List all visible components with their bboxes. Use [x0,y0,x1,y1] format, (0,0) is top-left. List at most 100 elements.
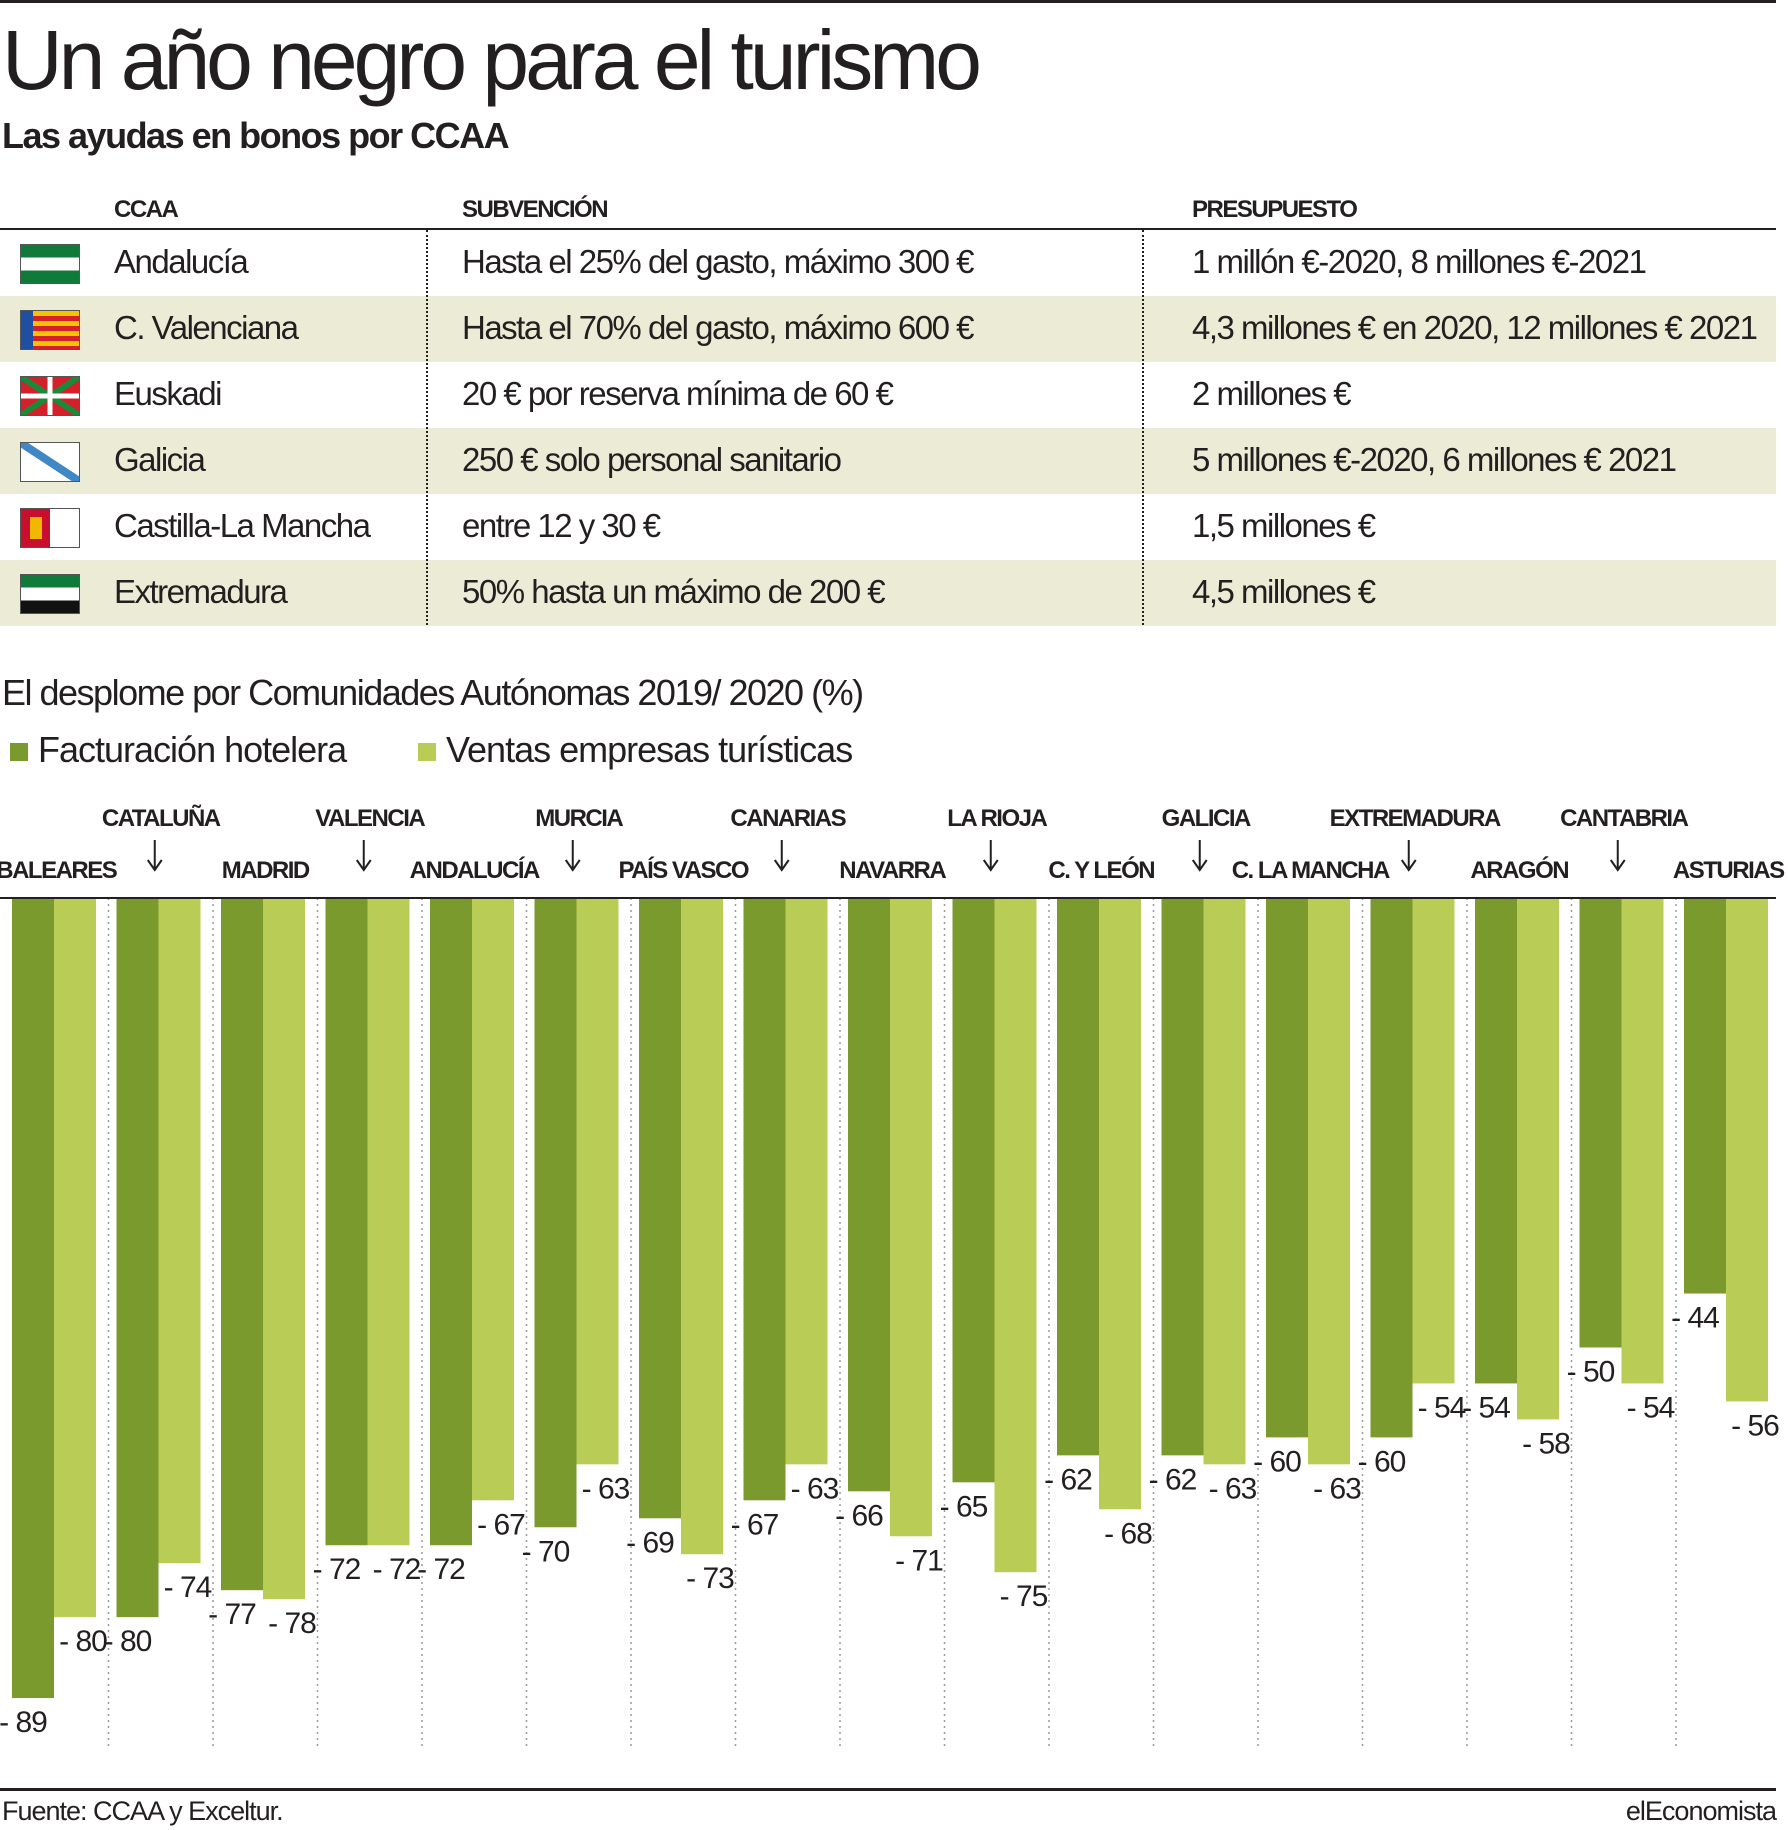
cell-subvencion: 250 € solo personal sanitario [462,441,842,478]
bar [1203,898,1246,1465]
data-label: - 72 [373,1553,421,1586]
column-header-presupuesto: PRESUPUESTO [1192,196,1358,223]
legend-label: Ventas empresas turísticas [446,729,853,770]
bar [952,898,995,1483]
data-label: - 74 [164,1571,212,1604]
category-label: NAVARRA [839,857,946,884]
bar [367,898,410,1546]
data-label: - 78 [268,1607,316,1640]
table-row: Castilla-La Mancha entre 12 y 30 € 1,5 m… [0,494,1776,560]
category-label: C. LA MANCHA [1232,857,1390,884]
cell-subvencion: 20 € por reserva mínima de 60 € [462,375,894,412]
cell-presupuesto: 5 millones €-2020, 6 millones € 2021 [1192,441,1677,478]
data-label: - 56 [1731,1409,1779,1442]
bar [1266,898,1308,1438]
cell-ccaa: Extremadura [114,573,288,610]
cell-ccaa: C. Valenciana [114,309,299,346]
data-label: - 50 [1567,1355,1615,1388]
data-label: - 63 [1313,1472,1361,1505]
data-label: - 67 [477,1508,525,1541]
column-header-subvencion: SUBVENCIÓN [462,196,609,223]
bar [1161,898,1204,1456]
data-label: - 54 [1418,1391,1466,1424]
data-label: - 63 [791,1472,839,1505]
bar [576,898,619,1465]
cell-ccaa: Galicia [114,441,206,478]
data-label: - 54 [1462,1391,1510,1424]
bar [1621,898,1664,1384]
arrow-head-icon [773,859,790,872]
bar [681,898,723,1555]
data-label: - 44 [1671,1302,1719,1335]
arrow-head-icon [146,859,163,872]
category-label: CANARIAS [730,805,846,832]
bar [54,898,96,1618]
bar [890,898,932,1537]
bar [743,898,786,1501]
category-label: C. Y LEÓN [1048,856,1154,884]
category-label: EXTREMADURA [1330,805,1501,832]
page-title: Un año negro para el turismo [2,13,982,107]
data-label: - 54 [1627,1391,1675,1424]
legend-label: Facturación hotelera [38,729,347,770]
aid-table: CCAA SUBVENCIÓN PRESUPUESTO Andalucía Ha… [0,190,1776,630]
arrow-head-icon [1609,859,1626,872]
category-label: LA RIOJA [947,805,1047,832]
data-label: - 72 [417,1553,465,1586]
arrow-head-icon [564,859,581,872]
legend-item-hotel: Facturación hotelera [10,729,347,770]
category-label: GALICIA [1162,805,1251,832]
bar [994,898,1037,1573]
data-label: - 62 [1044,1463,1092,1496]
bar-chart: BALEARES - 89 - 80 CATALUÑA - 80 - 74 MADRID - … [0,804,1787,1750]
castilla-la-mancha-flag-icon [20,508,80,548]
data-label: - 63 [582,1472,630,1505]
arrow-head-icon [355,859,372,872]
table-row: Andalucía Hasta el 25% del gasto, máximo… [0,230,1776,296]
bar [430,898,472,1546]
category-label: ARAGÓN [1470,856,1568,884]
data-label: - 73 [686,1562,734,1595]
bar [639,898,681,1519]
cell-subvencion: 50% hasta un máximo de 200 € [462,573,886,610]
bar [1308,898,1350,1465]
legend-swatch [418,743,436,762]
column-header-ccaa: CCAA [114,196,179,223]
euskadi-flag-icon [20,376,80,416]
category-label: VALENCIA [315,805,425,832]
table-row: C. Valenciana Hasta el 70% del gasto, má… [0,296,1776,362]
data-label: - 63 [1209,1472,1257,1505]
arrow-head-icon [1400,859,1417,872]
top-rule [0,0,1776,3]
data-label: - 69 [626,1526,674,1559]
data-label: - 60 [1253,1445,1301,1478]
category-label: MADRID [222,857,310,884]
arrow-head-icon [982,859,999,872]
data-label: - 71 [895,1544,943,1577]
category-label: ANDALUCÍA [410,856,540,884]
bar [848,898,890,1492]
valencia-flag-icon [20,310,80,350]
data-label: - 65 [940,1490,988,1523]
header-rule [0,228,1776,230]
bar [1579,898,1622,1348]
bar [1412,898,1455,1384]
column-divider [426,230,428,625]
category-label: CATALUÑA [102,804,221,832]
bar [325,898,368,1546]
bar [785,898,828,1465]
data-label: - 77 [208,1598,256,1631]
legend-swatch [10,743,28,762]
column-divider [1142,230,1144,625]
data-label: - 62 [1149,1463,1197,1496]
data-label: - 68 [1104,1517,1152,1550]
arrow-head-icon [1191,859,1208,872]
cell-ccaa: Euskadi [114,375,222,412]
galicia-flag-icon [20,442,80,482]
chart-title: El desplome por Comunidades Autónomas 20… [2,672,864,713]
category-label: PAÍS VASCO [619,856,749,884]
bar [116,898,159,1618]
bar [1057,898,1099,1456]
cell-presupuesto: 4,3 millones € en 2020, 12 millones € 20… [1192,309,1758,346]
bar [12,898,54,1699]
